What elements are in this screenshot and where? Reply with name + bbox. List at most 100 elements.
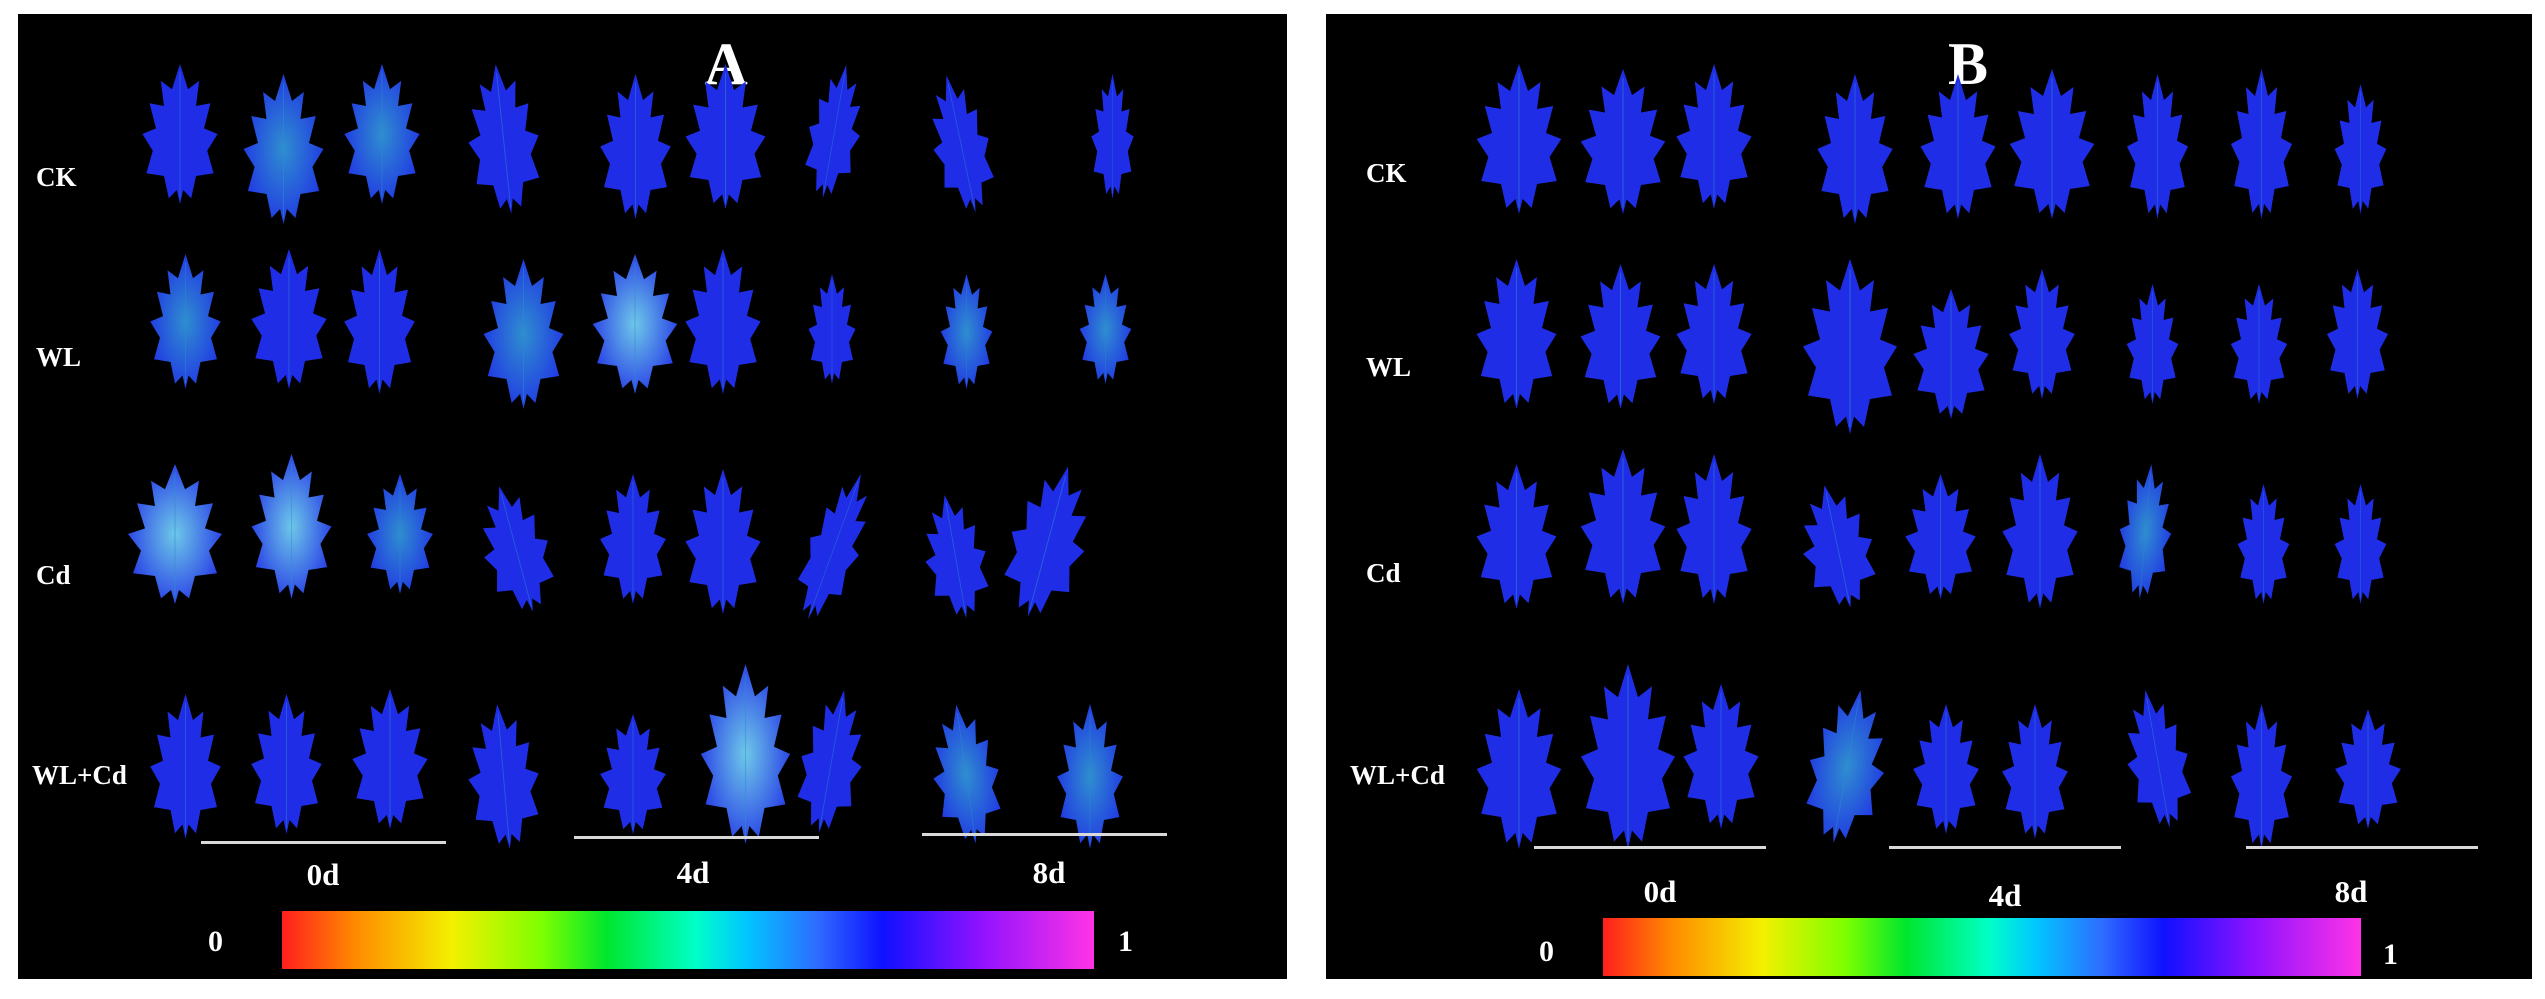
- leaf-image: [1474, 64, 1564, 214]
- leaf-image: [140, 64, 220, 204]
- row-label-ck: CK: [1366, 158, 1407, 188]
- leaf-image: [1674, 454, 1754, 604]
- leaf-image: [683, 469, 763, 614]
- row-label-wl-cd: WL+Cd: [32, 760, 127, 790]
- panel-letter: B: [1947, 31, 1989, 97]
- leaf-image: [1578, 449, 1668, 604]
- row-label-wl: WL: [36, 342, 82, 372]
- leaf-image: [787, 684, 876, 838]
- leaf-image: [2007, 269, 2077, 399]
- leaf-image: [1681, 684, 1761, 829]
- leaf-image: [342, 64, 422, 204]
- colorbar-max-label: 1: [2383, 938, 2398, 971]
- leaf-image: [2236, 484, 2291, 604]
- leaf-image: [2125, 284, 2180, 404]
- leaf-image: [698, 664, 793, 844]
- leaf-image: [782, 464, 887, 628]
- day-label-0d: 0d: [306, 857, 340, 892]
- leaf-image: [683, 64, 768, 209]
- leaf-image: [1078, 274, 1133, 384]
- leaf-image: [1578, 69, 1668, 214]
- leaf-image: [2333, 84, 2388, 214]
- leaf-image: [249, 249, 329, 389]
- leaf-image: [921, 700, 1010, 848]
- day-label-8d: 8d: [1032, 855, 1066, 890]
- leaf-image: [2114, 684, 2202, 833]
- day-label-4d: 4d: [676, 855, 710, 890]
- leaf-image: [249, 694, 324, 834]
- leaf-image: [939, 274, 994, 389]
- leaf-image: [2000, 454, 2080, 609]
- row-label-cd: Cd: [1366, 558, 1401, 588]
- leaf-image: [342, 249, 417, 394]
- leaf-image: [1474, 689, 1564, 849]
- leaf-image: [1578, 264, 1663, 409]
- leaf-image: [1800, 259, 1900, 434]
- leaf-image: [1674, 64, 1754, 209]
- leaf-image: [2229, 69, 2294, 219]
- leaf-image: [1090, 74, 1135, 199]
- leaf-image: [1918, 74, 1998, 219]
- leaf-image: [1903, 474, 1978, 599]
- day-label-8d: 8d: [2334, 874, 2368, 909]
- row-label-wl: WL: [1366, 352, 1412, 382]
- leaf-image: [1911, 289, 1991, 419]
- colorbar-min-label: 0: [208, 925, 223, 958]
- leaf-image: [2125, 74, 2190, 219]
- row-label-ck: CK: [36, 162, 77, 192]
- leaf-image: [2007, 69, 2097, 219]
- day-divider-4d: [574, 836, 819, 839]
- panel-a: A CK WL Cd WL+Cd 0d 4d 8d 0 1: [18, 14, 1287, 979]
- leaf-image: [598, 714, 668, 834]
- leaf-image: [683, 249, 763, 394]
- leaf-image: [990, 456, 1107, 626]
- leaf-image: [1578, 664, 1678, 849]
- day-divider-8d: [922, 833, 1167, 836]
- leaf-image: [241, 74, 326, 224]
- leaf-image: [148, 254, 223, 389]
- leaf-image: [2333, 484, 2388, 604]
- leaf-image: [913, 489, 999, 623]
- leaf-image: [481, 259, 566, 409]
- leaf-image: [2333, 709, 2403, 829]
- panel-b: B CK WL Cd WL+Cd 0d 4d 8d 0 1: [1326, 14, 2532, 979]
- leaf-image: [807, 274, 857, 384]
- leaf-image: [125, 464, 225, 604]
- leaf-image: [590, 254, 680, 394]
- colorbar-max-label: 1: [1118, 925, 1133, 958]
- leaf-image: [1674, 264, 1754, 404]
- leaf-image: [2229, 704, 2294, 849]
- leaf-image: [365, 474, 435, 594]
- leaf-image: [2112, 462, 2179, 601]
- day-divider-0d: [1534, 846, 1766, 849]
- leaf-image: [1055, 704, 1125, 849]
- leaf-image: [460, 701, 547, 852]
- leaf-image: [2229, 284, 2289, 404]
- day-divider-0d: [201, 841, 446, 844]
- leaf-image: [1474, 259, 1559, 409]
- colorbar: [282, 911, 1094, 969]
- leaf-image: [466, 477, 567, 621]
- day-divider-8d: [2246, 846, 2478, 849]
- leaf-image: [917, 69, 1005, 218]
- colorbar: [1603, 918, 2361, 976]
- leaf-image: [458, 60, 548, 217]
- leaf-image: [249, 454, 334, 599]
- row-label-cd: Cd: [36, 560, 71, 590]
- leaf-image: [2325, 269, 2390, 399]
- leaf-image: [350, 689, 430, 829]
- leaf-image: [148, 694, 223, 839]
- colorbar-min-label: 0: [1539, 935, 1554, 968]
- leaf-image: [598, 74, 673, 219]
- leaf-image: [795, 60, 873, 202]
- day-label-4d: 4d: [1988, 878, 2022, 913]
- leaf-image: [1815, 74, 1895, 224]
- row-label-wl-cd: WL+Cd: [1350, 760, 1445, 790]
- leaf-image: [2000, 704, 2070, 839]
- day-label-0d: 0d: [1643, 874, 1677, 909]
- leaf-image: [1788, 478, 1887, 616]
- leaf-image: [1474, 464, 1559, 609]
- leaf-image: [1911, 704, 1981, 834]
- day-divider-4d: [1889, 846, 2121, 849]
- leaf-image: [598, 474, 668, 604]
